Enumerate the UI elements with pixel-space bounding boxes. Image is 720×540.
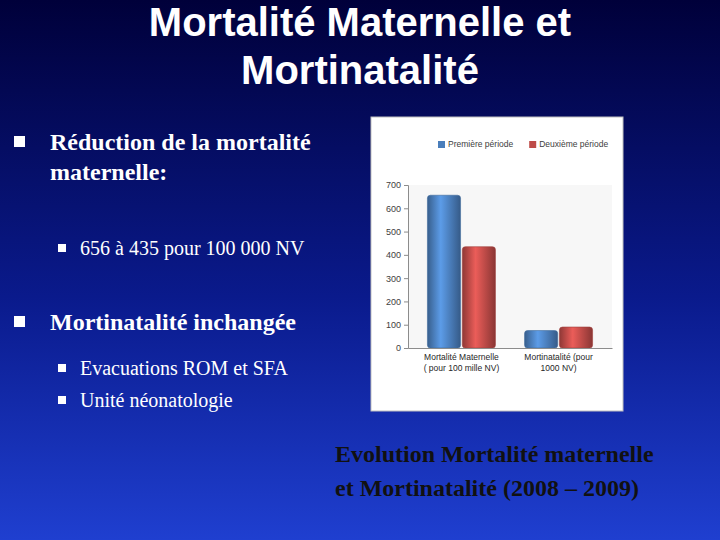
bar: [525, 331, 558, 348]
slide-canvas: Mortalité Maternelle etMortinatalité Rédu…: [0, 0, 720, 540]
x-axis-line: [409, 348, 613, 349]
y-axis: 0 100 200 300 400 500 600 700: [386, 180, 409, 353]
text-line: ( pour 100 mille NV): [424, 363, 500, 373]
bullet-text: Réduction de la mortalité maternelle:: [50, 129, 311, 185]
y-tick-mark: [404, 278, 408, 279]
text-line: Mortinatalité inchangée: [50, 309, 296, 335]
legend-swatch: [529, 141, 536, 148]
y-tick: 500: [386, 227, 408, 237]
text-line: Mortalité Maternelle: [424, 352, 499, 362]
bullet-marker: [14, 136, 25, 147]
y-tick-label: 600: [386, 204, 401, 214]
legend-label: Deuxième période: [539, 139, 608, 149]
plot-wall: [408, 185, 612, 348]
text-line: maternelle:: [50, 159, 167, 185]
y-tick-label: 300: [386, 274, 401, 284]
text-line: 1000 NV): [541, 363, 577, 373]
y-tick-mark: [404, 325, 408, 326]
y-tick-label: 100: [386, 320, 401, 330]
text-line: et Mortinatalité (2008 – 2009): [335, 475, 639, 501]
y-tick-label: 700: [386, 180, 401, 190]
bar: [427, 195, 460, 348]
text-line: Mortinatalité (pour: [524, 352, 593, 362]
y-tick: 700: [386, 180, 408, 190]
y-tick-label: 200: [386, 297, 401, 307]
text-line: Mortalité Maternelle et: [149, 0, 571, 44]
text-line: Réduction de la mortalité: [50, 129, 311, 155]
y-tick-mark: [404, 255, 408, 256]
x-tick: Mortalité Maternelle( pour 100 mille NV): [424, 352, 500, 373]
slide: Mortalité Maternelle etMortinatalité Rédu…: [0, 0, 720, 540]
x-axis: Mortalité Maternelle( pour 100 mille NV)…: [409, 349, 613, 374]
y-tick: 300: [386, 274, 408, 284]
y-tick-mark: [404, 348, 408, 349]
legend: Première période Deuxième période: [438, 139, 608, 149]
y-tick: 200: [386, 297, 408, 307]
bar-series: [462, 247, 592, 348]
y-tick-label: 500: [386, 227, 401, 237]
text-line: Evolution Mortalité maternelle: [335, 441, 654, 467]
y-tick-mark: [404, 301, 408, 302]
bars: [427, 195, 592, 348]
y-tick-label: 0: [396, 343, 401, 353]
y-tick-mark: [404, 185, 408, 186]
sub-bullet-text: Evacuations ROM et SFA: [80, 357, 289, 379]
sub-bullet-marker: [58, 244, 66, 252]
y-axis-line: [404, 186, 409, 349]
bullet-marker: [14, 316, 25, 327]
y-tick: 100: [386, 320, 408, 330]
bar-series: [427, 195, 557, 348]
sub-bullet-marker: [58, 396, 66, 404]
x-tick-label: Mortalité Maternelle( pour 100 mille NV): [424, 352, 500, 373]
y-tick-mark: [404, 208, 408, 209]
bullet-text: Mortinatalité inchangée: [50, 309, 296, 335]
chart-caption: Evolution Mortalité maternelle et Mortina…: [335, 441, 654, 501]
x-tick-label: Mortinatalité (pour1000 NV): [524, 352, 593, 373]
y-tick: 0: [396, 343, 408, 353]
y-tick-mark: [404, 232, 408, 233]
sub-bullet-text: 656 à 435 pour 100 000 NV: [80, 237, 305, 260]
y-tick: 600: [386, 204, 408, 214]
slide-title: Mortalité Maternelle etMortinatalité: [149, 0, 571, 92]
chart-background: [371, 117, 623, 411]
bar: [559, 327, 592, 348]
legend-label: Première période: [448, 139, 513, 149]
sub-bullet-marker: [58, 364, 66, 372]
x-tick: Mortinatalité (pour1000 NV): [524, 352, 593, 373]
y-tick-label: 400: [386, 250, 401, 260]
sub-bullet-text: Unité néonatologie: [80, 389, 233, 412]
text-line: Mortinatalité: [241, 48, 479, 92]
legend-swatch: [438, 141, 445, 148]
bar: [462, 247, 495, 348]
background: [0, 0, 720, 540]
y-tick: 400: [386, 250, 408, 260]
